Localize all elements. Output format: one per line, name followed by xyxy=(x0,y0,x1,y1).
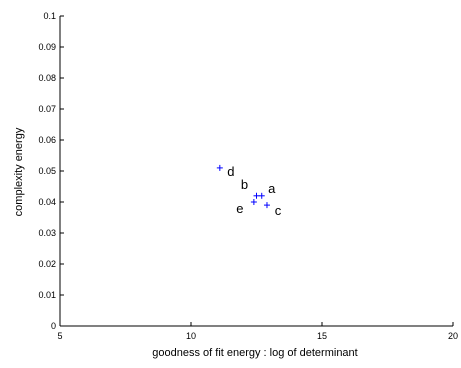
y-tick-label: 0.03 xyxy=(38,228,56,238)
axis-ticks: 5 10 15 20 0 0.01 0.02 0.03 0.04 0.05 0.06 0.07 0.08… xyxy=(38,11,458,341)
point-label-e: e xyxy=(236,201,243,216)
data-point-d: d xyxy=(216,164,234,179)
y-tick-label: 0 xyxy=(51,321,56,331)
y-tick-label: 0.04 xyxy=(38,197,56,207)
data-point-e: e xyxy=(236,199,257,216)
x-tick-label: 15 xyxy=(317,331,327,341)
data-points: a b c d e xyxy=(216,164,282,218)
x-tick-label: 10 xyxy=(186,331,196,341)
y-tick-label: 0.09 xyxy=(38,42,56,52)
y-axis-label: complexity energy xyxy=(13,127,25,216)
x-tick-label: 5 xyxy=(57,331,62,341)
point-label-b: b xyxy=(241,177,248,192)
point-label-a: a xyxy=(268,181,276,196)
x-tick-label: 20 xyxy=(448,331,458,341)
axes xyxy=(59,16,453,327)
x-axis-label: goodness of fit energy : log of determin… xyxy=(152,347,357,359)
y-tick-label: 0.02 xyxy=(38,259,56,269)
y-tick-label: 0.01 xyxy=(38,290,56,300)
point-label-c: c xyxy=(275,203,282,218)
y-tick-label: 0.07 xyxy=(38,104,56,114)
y-tick-label: 0.08 xyxy=(38,73,56,83)
data-point-c: c xyxy=(263,202,282,218)
data-point-b: b xyxy=(241,177,260,199)
point-label-d: d xyxy=(227,164,234,179)
y-tick-label: 0.05 xyxy=(38,166,56,176)
data-point-a: a xyxy=(258,181,276,199)
y-tick-label: 0.1 xyxy=(43,11,56,21)
y-tick-label: 0.06 xyxy=(38,135,56,145)
